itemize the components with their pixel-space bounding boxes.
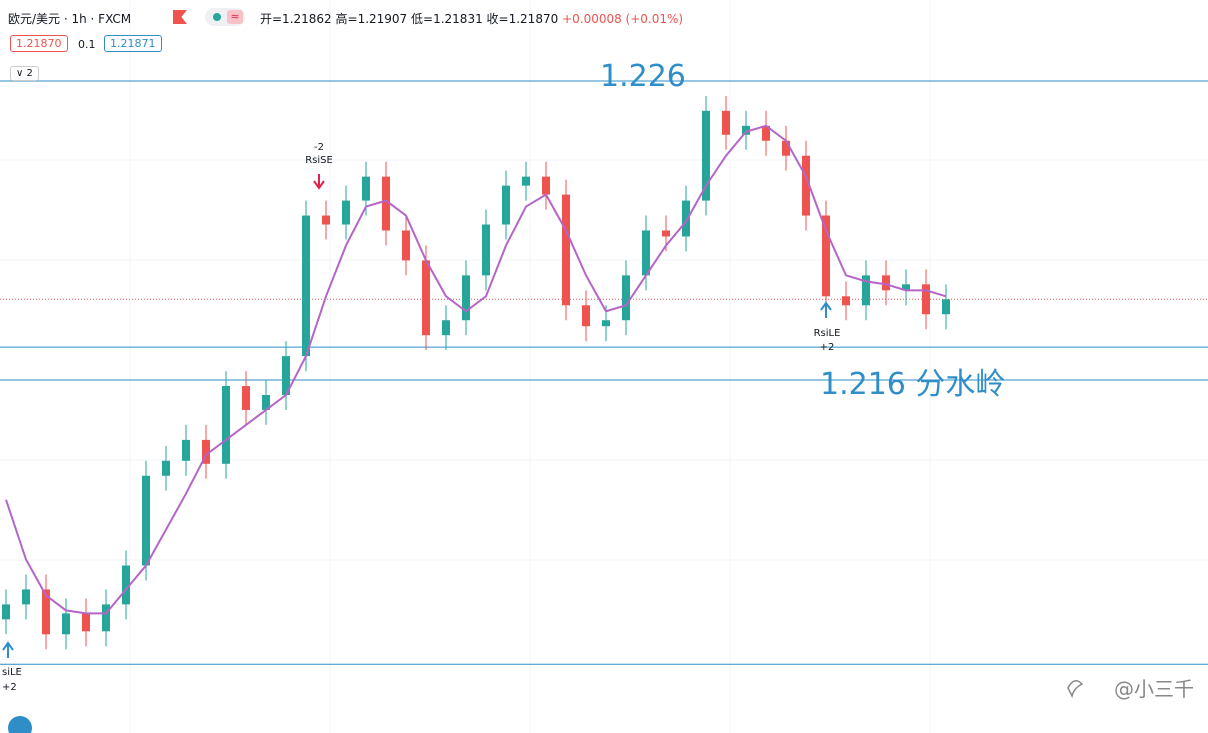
- high: 高=1.21907: [335, 12, 408, 26]
- sell-price[interactable]: 1.21870: [10, 35, 68, 52]
- candle-body: [622, 275, 630, 321]
- candle-body: [482, 224, 490, 276]
- candle-body: [662, 230, 670, 237]
- moving-average: [5, 124, 947, 615]
- spread: 0.1: [78, 38, 96, 51]
- candle-body: [822, 215, 830, 297]
- candle-body: [682, 200, 690, 237]
- candle-body: [882, 275, 890, 291]
- candle-body: [802, 155, 810, 216]
- candle-body: [522, 176, 530, 186]
- long-arrow: [2, 641, 14, 658]
- candle-body: [302, 215, 310, 357]
- candle-body: [262, 395, 270, 410]
- support-label: 1.216 分水岭: [820, 367, 1005, 402]
- candle-body: [322, 215, 330, 225]
- close: 收=1.21870: [486, 12, 559, 26]
- open: 开=1.21862: [260, 12, 332, 26]
- candle-body: [122, 565, 130, 605]
- status-dot: [213, 13, 221, 21]
- candle-body: [502, 185, 510, 225]
- candle-body: [62, 613, 70, 635]
- candle-body: [362, 176, 370, 201]
- candle-body: [42, 589, 50, 635]
- low: 低=1.21831: [411, 12, 483, 26]
- candle-body: [402, 230, 410, 261]
- plot: [0, 80, 1208, 665]
- candle-body: [382, 176, 390, 231]
- candle-body: [342, 200, 350, 225]
- candle-body: [702, 110, 710, 201]
- candle-body: [182, 439, 190, 461]
- candle-body: [102, 604, 110, 632]
- candle-body: [222, 386, 230, 464]
- candle-body: [282, 356, 290, 396]
- symbol[interactable]: 欧元/美元 · 1h · FXCM: [8, 12, 132, 26]
- watermark-icon: [1067, 680, 1084, 699]
- candle-body: [582, 305, 590, 327]
- collapse-count: 2: [26, 68, 33, 79]
- candle-body: [142, 475, 150, 566]
- candle-body: [842, 296, 850, 306]
- candle-body: [462, 275, 470, 321]
- change: +0.00008 (+0.01%): [562, 12, 684, 26]
- flag[interactable]: [173, 10, 187, 24]
- candle-body: [782, 140, 790, 156]
- signal-label: RsiSE: [305, 155, 333, 166]
- candle-body: [722, 110, 730, 135]
- candle-body: [862, 275, 870, 306]
- candle-body: [202, 439, 210, 464]
- candle-body: [542, 176, 550, 195]
- candle-body: [562, 194, 570, 306]
- signal-label: RsiLE: [814, 328, 841, 339]
- collapse-button[interactable]: ∨ 2: [10, 66, 39, 81]
- logo[interactable]: [8, 716, 32, 733]
- resistance-label: 1.226: [600, 59, 686, 94]
- candle-body: [902, 284, 910, 291]
- candle-body: [162, 460, 170, 476]
- candle-body: [22, 589, 30, 605]
- watermark: @小三千: [1114, 677, 1194, 701]
- candle-body: [942, 299, 950, 315]
- candle-body: [242, 386, 250, 410]
- short-arrow: [313, 174, 325, 190]
- candle-body: [642, 230, 650, 276]
- long-arrow: [820, 301, 832, 318]
- candle-body: [762, 125, 770, 141]
- candle-body: [422, 260, 430, 336]
- ohlc: 开=1.21862 高=1.21907 低=1.21831 收=1.21870 …: [260, 10, 683, 27]
- buy-price[interactable]: 1.21871: [104, 35, 162, 52]
- signal-count: -2: [314, 142, 324, 153]
- candle-body: [742, 125, 750, 135]
- status-icon: ≈: [227, 10, 243, 24]
- candle-body: [82, 613, 90, 632]
- candle-body: [602, 320, 610, 327]
- candle-body: [442, 320, 450, 336]
- candle-body: [922, 284, 930, 315]
- signal-count: +2: [2, 682, 17, 693]
- candle-body: [2, 604, 10, 620]
- status-pill[interactable]: ≈: [205, 8, 245, 26]
- signal-count: +2: [820, 342, 835, 353]
- signal-label: siLE: [2, 667, 22, 678]
